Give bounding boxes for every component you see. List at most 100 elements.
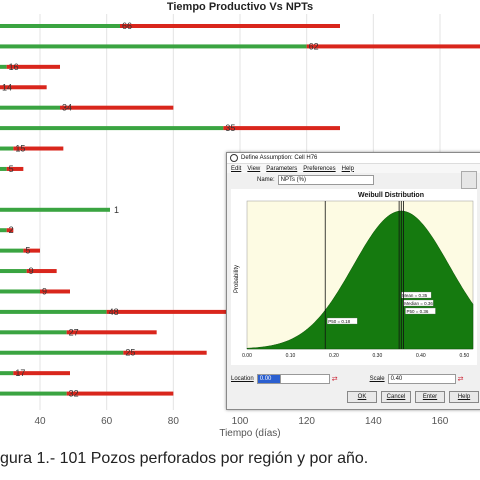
bar-value-label: 9 [42,286,47,296]
x-tick-label: 140 [365,416,382,427]
npt-bar [120,24,340,28]
distribution-tick-label: 0.20 [329,353,339,359]
x-tick-label: 120 [298,416,315,427]
npt-bar [306,44,480,49]
productive-bar [0,309,107,314]
link-icon-2[interactable]: ⇄ [457,376,464,383]
productive-bar [0,207,110,212]
marker-label-box [327,317,358,325]
bar-value-label: 66 [122,21,132,31]
bar-value-label: 15 [15,144,25,154]
menu-parameters[interactable]: Parameters [266,165,298,172]
marker-label-box [405,307,436,315]
distribution-tick-label: 0.10 [286,353,296,359]
dialog-buttons: OK Cancel Enter Help [347,391,479,403]
dialog-title: Define Assumption: Cell H76 [241,155,318,161]
distribution-title: Weibull Distribution [358,192,424,199]
bar-value-label: 5 [9,164,14,174]
location-input-box[interactable] [280,374,330,384]
x-tick-label: 80 [168,416,180,427]
dialog-titlebar[interactable]: Define Assumption: Cell H76 [227,153,480,164]
enter-button[interactable]: Enter [415,391,445,403]
bar-value-label: 62 [309,41,319,51]
x-tick-label: 160 [432,416,449,427]
productive-bar [0,166,7,171]
probability-axis-label: Probability [234,265,240,293]
npt-bar [6,64,60,69]
distribution-tick-label: 0.30 [373,353,383,359]
ok-button[interactable]: OK [347,391,377,403]
bar-value-label: 16 [9,62,19,72]
chart-title: Tiempo Productivo Vs NPTs [167,1,313,13]
define-assumption-dialog[interactable]: Define Assumption: Cell H76 Edit View Pa… [226,152,480,410]
bar-value-label: 34 [62,103,72,113]
npt-bar [40,289,70,294]
distribution-tick-label: 0.00 [242,353,252,359]
link-icon[interactable]: ⇄ [331,376,338,383]
distribution-tick-label: 0.50 [459,353,469,359]
bar-value-label: 14 [2,82,12,92]
npt-bar [106,309,267,314]
productive-bar [0,371,14,376]
npt-bar [13,146,64,151]
npt-bar [13,371,71,376]
x-axis-ticks: 40 60 80 100 120 140 160 [34,416,448,427]
location-label: Location [231,376,254,382]
npt-bar [66,391,174,396]
x-tick-label: 100 [232,416,249,427]
bar-value-label: 25 [125,348,135,358]
productive-bar [0,126,224,131]
productive-bar [0,391,67,396]
bar-value-label: 32 [69,389,79,399]
npt-bar [23,248,40,253]
x-axis-label: Tiempo (días) [219,428,280,439]
distribution-tick-label: 0.40 [416,353,426,359]
name-row: Name: NPTs (%) [227,173,480,187]
bar-value-label: 35 [225,123,235,133]
productive-bar [0,228,7,233]
npt-bar [6,228,14,233]
npt-bar [223,126,340,131]
productive-bar [0,105,60,110]
name-input[interactable]: NPTs (%) [277,175,374,185]
weibull-curve [246,210,474,350]
location-input[interactable]: 0.00 [256,374,281,384]
cancel-button[interactable]: Cancel [381,391,411,403]
npt-bar [60,105,174,110]
bar-value-label: 2 [9,225,14,235]
productive-bar [0,330,67,335]
productive-bar [0,24,120,28]
productive-bar [0,269,27,274]
productive-bar [0,248,24,253]
help-button[interactable]: Help [449,391,479,403]
bar-value-label: 1 [114,205,119,215]
distribution-plot: Weibull Distribution Probability P50 = 0… [231,189,477,365]
menu-edit[interactable]: Edit [231,165,242,172]
distribution-markers: P50 = 0.18 Mean = 0.35 Median = 0.36 P50 = … [324,201,436,349]
marker-label: P50 = 0.18 [328,319,350,324]
scale-input[interactable]: 0.40 [387,374,456,384]
bar-value-label: 27 [69,327,79,337]
productive-bar [0,64,7,69]
productive-bar [0,44,307,49]
npt-bar [0,85,47,90]
parameter-row: Location 0.00 ⇄ Scale 0.40 ⇄ [231,373,477,385]
gallery-icon[interactable] [461,171,477,189]
marker-label: Mean = 0.35 [402,293,428,298]
crystal-ball-icon [230,154,238,162]
bar-value-label: 48 [109,307,119,317]
productive-bar [0,146,14,151]
menu-view[interactable]: View [247,165,261,172]
distribution-ticks: 0.00 0.10 0.20 0.30 0.40 0.50 [242,353,469,359]
npt-bar [26,269,57,274]
menu-preferences[interactable]: Preferences [303,165,336,172]
figure-caption: gura 1.- 101 Pozos perforados por región… [0,450,369,467]
productive-bar [0,289,40,294]
scale-label: Scale [369,376,385,382]
menu-help[interactable]: Help [341,165,354,172]
x-tick-label: 60 [101,416,113,427]
bar-value-label: 17 [15,368,25,378]
npt-bar [6,166,24,171]
npt-bar [66,330,157,335]
